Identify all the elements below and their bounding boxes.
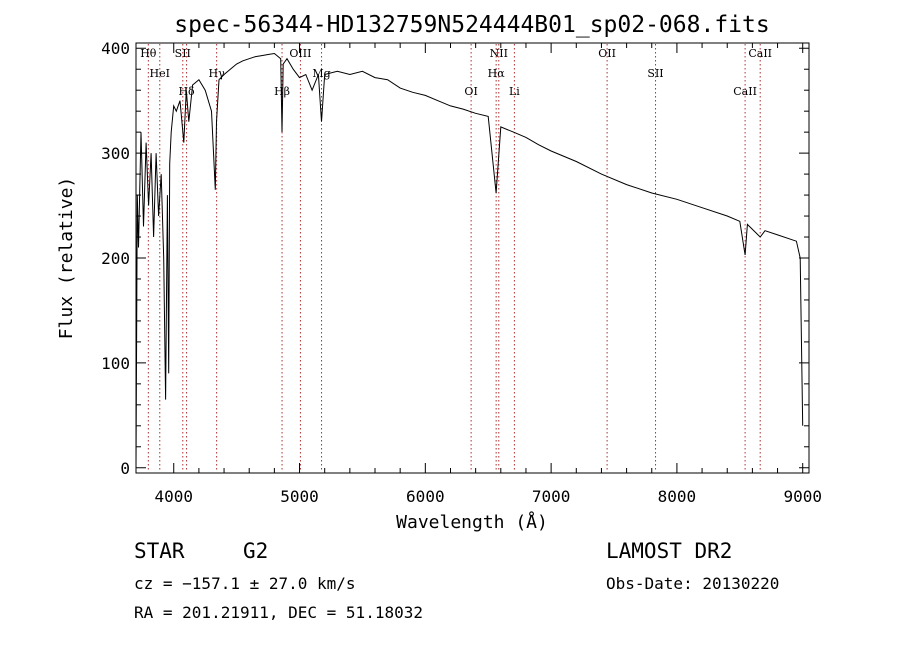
- object-class: STAR: [134, 539, 185, 563]
- spectrum-chart: spec-56344-HD132759N524444B01_sp02-068.f…: [56, 12, 822, 533]
- plot-frame: [135, 42, 810, 474]
- y-tick-label: 200: [101, 249, 130, 268]
- marker-label: OIII: [289, 47, 311, 60]
- axis-ticks: 4000 5000 6000 7000 8000 9000 0 100 200 300 400: [101, 39, 822, 506]
- x-tick-label: 8000: [658, 487, 697, 506]
- marker-label: SII: [647, 67, 663, 80]
- coordinates: RA = 201.21911, DEC = 51.18032: [134, 603, 423, 622]
- line-markers: HθHeIHδSIIHγHβOIIIMgOINIIHαLiOIISIICaIIC…: [140, 44, 772, 472]
- x-tick-label: 4000: [154, 487, 193, 506]
- y-tick-label: 300: [101, 144, 130, 163]
- object-subclass: G2: [243, 539, 269, 563]
- marker-label: OI: [464, 85, 477, 98]
- marker-label: SII: [175, 47, 191, 60]
- x-tick-label: 6000: [406, 487, 445, 506]
- marker-label: CaII: [748, 47, 772, 60]
- observation-date: Obs-Date: 20130220: [606, 574, 780, 593]
- spectrum-line: [135, 52, 804, 468]
- redshift-value: cz = −157.1 ± 27.0 km/s: [134, 574, 356, 593]
- x-tick-label: 5000: [280, 487, 319, 506]
- marker-label: Li: [509, 85, 520, 98]
- marker-label: NII: [490, 47, 508, 60]
- x-tick-label: 7000: [532, 487, 571, 506]
- spectrum-series: [135, 52, 804, 468]
- survey-name: LAMOST DR2: [606, 539, 733, 563]
- y-tick-label: 100: [101, 354, 130, 373]
- marker-label: OII: [598, 47, 616, 60]
- marker-label: Hα: [488, 67, 506, 80]
- y-tick-label: 400: [101, 39, 130, 58]
- y-tick-label: 0: [120, 459, 130, 478]
- x-tick-label: 9000: [783, 487, 822, 506]
- chart-title: spec-56344-HD132759N524444B01_sp02-068.f…: [174, 12, 769, 38]
- marker-label: Hθ: [140, 47, 157, 60]
- marker-label: Hγ: [209, 67, 226, 80]
- x-axis-label: Wavelength (Å): [396, 511, 548, 533]
- marker-label: HeI: [150, 67, 170, 80]
- marker-label: CaII: [733, 85, 757, 98]
- y-axis-label: Flux (relative): [56, 177, 77, 340]
- marker-label: Hβ: [274, 85, 290, 98]
